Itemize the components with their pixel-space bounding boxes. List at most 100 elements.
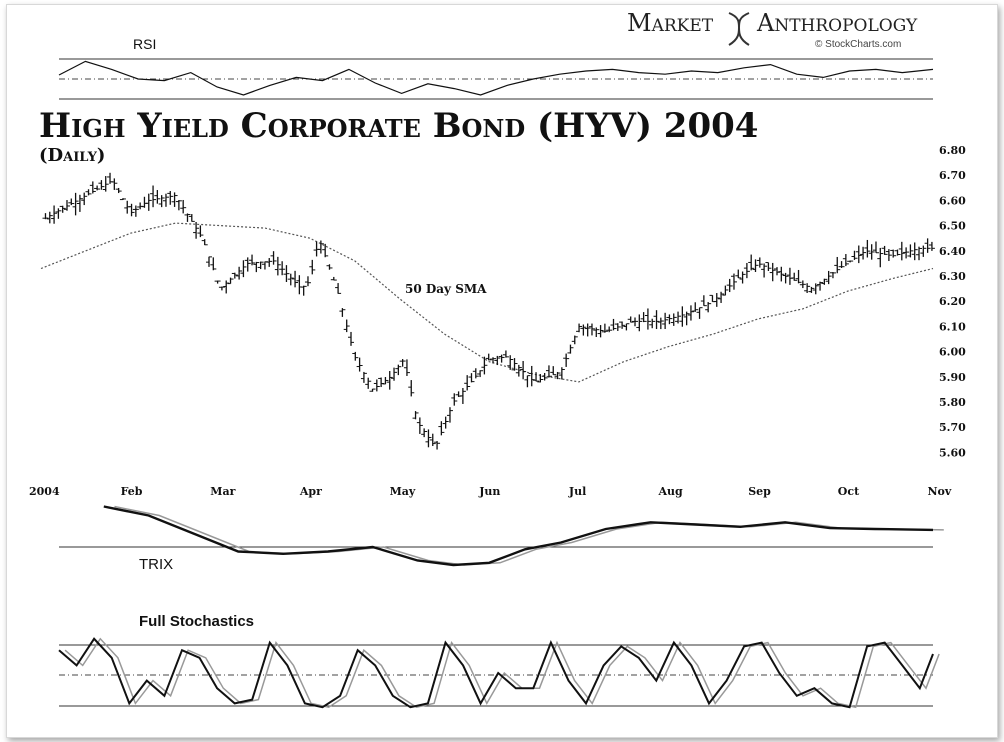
ohlc-bar	[825, 270, 832, 285]
ohlc-bar	[59, 205, 66, 213]
ohlc-bar	[916, 246, 923, 261]
stochastics-label: Full Stochastics	[139, 613, 254, 630]
ohlc-bar	[619, 321, 626, 329]
ohlc-bar	[81, 192, 88, 206]
y-tick-label: 6.70	[939, 169, 966, 182]
ohlc-bar	[576, 323, 583, 333]
ohlc-bar	[588, 323, 595, 336]
ohlc-bar	[167, 191, 174, 205]
x-tick-label: Apr	[299, 485, 322, 498]
ohlc-bar	[601, 323, 608, 333]
y-tick-label: 6.20	[939, 295, 966, 308]
x-tick-label: Jun	[478, 485, 500, 498]
ohlc-bar	[85, 189, 92, 196]
ohlc-bar	[42, 213, 49, 220]
ohlc-bar	[683, 311, 690, 326]
ohlc-bar	[145, 193, 152, 211]
y-tick-label: 5.90	[939, 371, 966, 384]
ohlc-bar	[459, 387, 466, 404]
ohlc-bar	[201, 239, 208, 246]
ohlc-bar	[55, 208, 62, 219]
ohlc-bar	[300, 285, 307, 296]
stochastics-signal-line	[64, 637, 940, 709]
ohlc-bar	[442, 416, 449, 429]
y-tick-label: 6.50	[939, 220, 966, 233]
ohlc-bar	[662, 312, 669, 330]
ohlc-bar	[378, 377, 385, 388]
ohlc-bar	[739, 271, 746, 284]
y-tick-label: 6.10	[939, 320, 966, 333]
ohlc-bar	[446, 407, 453, 423]
x-tick-label: Sep	[748, 485, 771, 498]
ohlc-bar	[180, 199, 187, 214]
ohlc-bar	[537, 374, 544, 383]
ohlc-bar	[111, 178, 118, 190]
ohlc-bar	[283, 265, 290, 282]
ohlc-bar	[911, 242, 918, 261]
ohlc-bar	[632, 317, 639, 327]
ohlc-bar	[847, 260, 854, 263]
ohlc-bar	[550, 366, 557, 376]
ohlc-bar	[360, 371, 367, 383]
ohlc-bar	[51, 205, 58, 224]
ohlc-bar	[885, 249, 892, 262]
ohlc-bar	[171, 192, 178, 207]
ohlc-bar	[812, 283, 819, 295]
ohlc-bar	[399, 359, 406, 367]
ohlc-bar	[434, 441, 441, 450]
y-tick-label: 5.80	[939, 396, 966, 409]
ohlc-bar	[162, 193, 169, 207]
ohlc-bar	[477, 370, 484, 378]
trix-line	[103, 505, 934, 567]
ohlc-bar	[128, 203, 135, 217]
ohlc-bar	[894, 249, 901, 256]
y-tick-label: 6.40	[939, 245, 966, 258]
ohlc-bar	[511, 358, 518, 371]
ohlc-bar	[317, 240, 324, 254]
ohlc-bar	[541, 372, 548, 381]
ohlc-bar	[877, 247, 884, 268]
ohlc-bar	[287, 273, 294, 286]
ohlc-bar	[533, 372, 540, 382]
ohlc-bar	[102, 176, 109, 192]
ohlc-bar	[644, 308, 651, 330]
source-credit: © StockCharts.com	[815, 39, 901, 50]
ohlc-bar	[722, 285, 729, 296]
x-tick-label: Aug	[658, 485, 684, 498]
ohlc-bar	[279, 261, 286, 276]
ohlc-bar	[920, 245, 927, 257]
rsi-line	[58, 60, 934, 96]
ohlc-bar	[799, 280, 806, 289]
ohlc-bar	[623, 323, 630, 331]
ohlc-bar	[339, 308, 346, 317]
ohlc-bar	[765, 262, 772, 271]
ohlc-bar	[640, 312, 647, 323]
ohlc-bar	[154, 190, 161, 204]
stochastics-panel: Full Stochastics	[58, 613, 940, 709]
ohlc-bar	[726, 278, 733, 293]
ohlc-bar	[795, 269, 802, 284]
ohlc-bar	[636, 314, 643, 332]
x-axis: 2004 Feb Mar Apr May Jun Jul Aug Sep Oct Nov	[29, 485, 952, 498]
ohlc-bar	[713, 293, 720, 307]
ohlc-bar	[868, 244, 875, 260]
ohlc-bar	[382, 377, 389, 385]
x-tick-label: Jul	[568, 485, 586, 498]
ohlc-bar	[670, 313, 677, 326]
ohlc-bar	[408, 380, 415, 397]
ohlc-bar	[322, 243, 329, 258]
ohlc-bar	[304, 276, 311, 287]
ohlc-bar	[330, 276, 337, 281]
ohlc-bar	[524, 375, 531, 388]
ohlc-bar	[124, 200, 131, 214]
ohlc-bar	[709, 294, 716, 303]
ohlc-bar	[657, 317, 664, 330]
ohlc-bar	[425, 429, 432, 448]
ohlc-bar	[842, 254, 849, 267]
ohlc-bar	[438, 421, 445, 436]
ohlc-bar	[679, 306, 686, 327]
chart-title: High Yield Corporate Bond (HYV) 2004	[39, 106, 758, 146]
ohlc-bar	[63, 200, 70, 211]
ohlc-bar	[68, 198, 75, 206]
ohlc-bar	[756, 257, 763, 268]
